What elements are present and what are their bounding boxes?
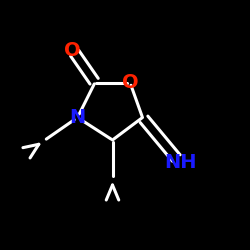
Text: N: N — [70, 108, 86, 127]
Text: O: O — [122, 73, 138, 92]
Text: O: O — [64, 40, 81, 60]
Text: NH: NH — [164, 153, 196, 172]
